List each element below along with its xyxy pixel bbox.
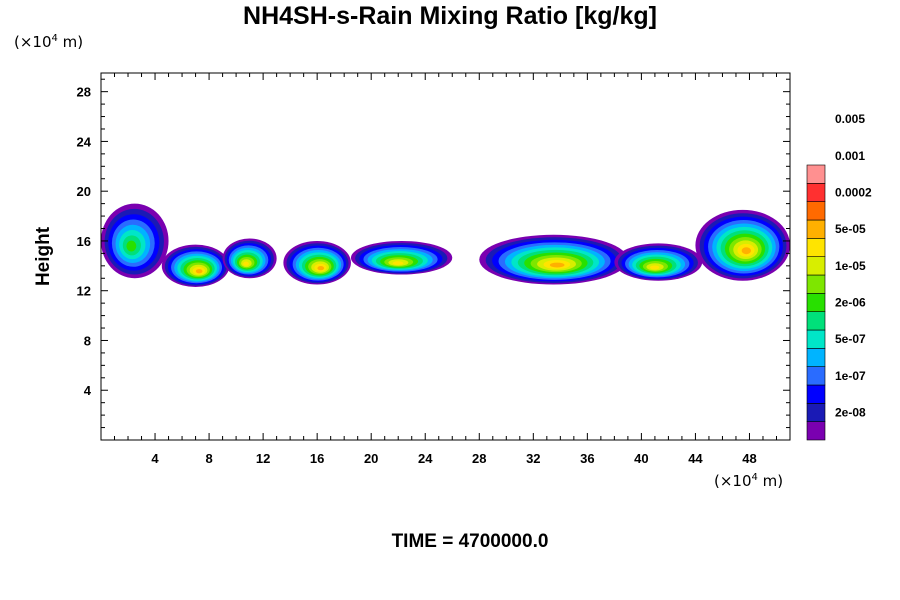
colorbar-swatch <box>806 238 826 257</box>
colorbar-swatch <box>806 348 826 367</box>
y-tick-label: 4 <box>84 383 92 398</box>
y-tick-label: 12 <box>77 284 91 299</box>
colorbar-swatch <box>806 183 826 202</box>
field-feature <box>695 209 790 281</box>
colorbar-swatch <box>806 311 826 331</box>
field-feature <box>283 240 351 285</box>
colorbar-swatch <box>806 329 826 349</box>
y-tick-label: 28 <box>77 85 91 100</box>
colorbar-label: 2e-06 <box>835 296 866 310</box>
x-axis: 4 8 12 16 20 24 28 32 36 40 44 48 <box>114 73 777 466</box>
y-axis: 4 8 12 16 20 24 28 <box>77 78 790 429</box>
colorbar-label: 2e-08 <box>835 406 866 420</box>
colorbar-swatch <box>806 164 826 184</box>
colorbar-swatch <box>806 256 826 276</box>
y-axis-unit: (×104 m) <box>14 33 83 51</box>
x-tick-label: 44 <box>688 451 703 466</box>
contour-level <box>741 247 751 255</box>
x-tick-label: 28 <box>472 451 486 466</box>
x-tick-label: 24 <box>418 451 433 466</box>
field-feature <box>614 243 703 281</box>
y-unit-exponent: 4 <box>51 33 58 44</box>
contour-level <box>243 261 249 266</box>
colorbar-label: 0.0002 <box>835 186 872 200</box>
colorbar-label: 0.001 <box>835 149 865 163</box>
colorbar-swatch <box>806 219 826 239</box>
mixing-ratio-field <box>101 203 790 287</box>
colorbar-label: 1e-07 <box>835 369 866 383</box>
colorbar-label: 5e-07 <box>835 332 866 346</box>
x-unit-base: (×10 <box>714 472 752 490</box>
colorbar-swatch <box>806 403 826 422</box>
colorbar: 2e-08 1e-07 5e-07 2e-06 1e-05 5e-05 0.0002 0.00… <box>806 112 872 441</box>
field-feature <box>350 240 453 275</box>
x-tick-label: 8 <box>205 451 212 466</box>
y-tick-label: 24 <box>77 134 92 149</box>
y-tick-label: 20 <box>77 184 91 199</box>
contour-level <box>126 240 137 252</box>
contour-level <box>650 265 660 270</box>
y-unit-suffix: m) <box>57 33 84 51</box>
colorbar-swatch <box>806 293 826 312</box>
colorbar-swatch <box>806 274 826 294</box>
colorbar-label: 5e-05 <box>835 222 866 236</box>
contour-level <box>549 262 565 268</box>
y-tick-label: 8 <box>84 333 91 348</box>
x-tick-label: 36 <box>580 451 594 466</box>
x-tick-label: 32 <box>526 451 540 466</box>
colorbar-swatch <box>806 201 826 221</box>
field-feature <box>161 244 230 287</box>
time-label: TIME = 4700000.0 <box>391 531 549 552</box>
x-tick-label: 4 <box>151 451 159 466</box>
x-tick-label: 48 <box>742 451 756 466</box>
y-unit-base: (×10 <box>14 33 52 51</box>
colorbar-swatch <box>806 366 826 386</box>
contour-level <box>317 265 325 271</box>
colorbar-label: 0.005 <box>835 112 865 126</box>
x-tick-label: 16 <box>310 451 324 466</box>
x-axis-unit: (×104 m) <box>714 472 783 490</box>
y-axis-label: Height <box>33 226 54 286</box>
x-tick-label: 20 <box>364 451 378 466</box>
field-feature <box>101 203 169 279</box>
field-feature <box>479 234 628 285</box>
contour-level <box>392 261 404 265</box>
x-unit-exponent: 4 <box>751 472 758 483</box>
chart-title: NH4SH-s-Rain Mixing Ratio [kg/kg] <box>243 2 657 30</box>
colorbar-swatch <box>806 421 826 441</box>
y-tick-label: 16 <box>77 234 91 249</box>
colorbar-swatch <box>806 384 826 404</box>
field-feature <box>222 238 277 279</box>
x-tick-label: 40 <box>634 451 648 466</box>
colorbar-label: 1e-05 <box>835 259 866 273</box>
x-unit-suffix: m) <box>757 472 784 490</box>
plot-frame <box>100 72 791 441</box>
contour-level <box>195 269 203 274</box>
x-tick-label: 12 <box>256 451 270 466</box>
